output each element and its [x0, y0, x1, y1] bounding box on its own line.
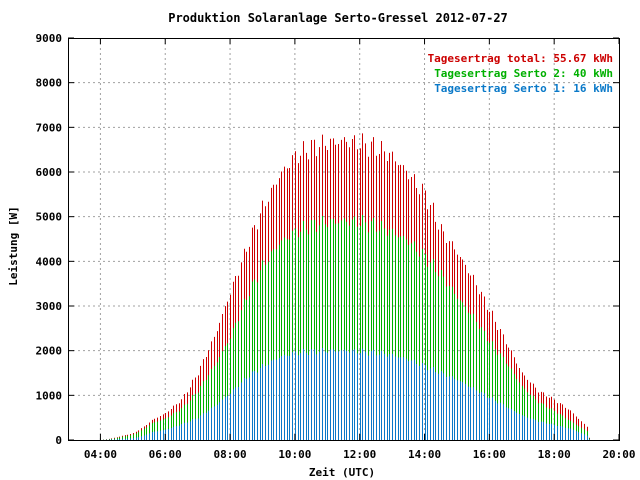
y-tick-label: 4000 [36, 255, 63, 268]
x-tick-label: 16:00 [473, 448, 506, 461]
y-tick-label: 1000 [36, 389, 63, 402]
grid-lines [68, 38, 619, 440]
x-tick-label: 20:00 [602, 448, 635, 461]
x-tick-label: 04:00 [84, 448, 117, 461]
y-tick-label: 5000 [36, 211, 63, 224]
x-tick-label: 18:00 [538, 448, 571, 461]
x-tick-label: 06:00 [149, 448, 182, 461]
plot-frame [68, 38, 620, 441]
axis-ticks: 0 1000 2000 3000 4000 5000 6000 7000 8000 9000 04:… [36, 32, 636, 461]
legend-entry: Tagesertrag Serto 2: 40 kWh [434, 67, 613, 80]
x-axis-label: Zeit (UTC) [309, 466, 375, 479]
x-tick-label: 08:00 [213, 448, 246, 461]
legend-entry: Tagesertrag Serto 1: 16 kWh [434, 82, 613, 95]
x-tick-label: 14:00 [408, 448, 441, 461]
legend: Tagesertrag total: 55.67 kWh Tagesertrag … [428, 52, 613, 95]
y-tick-label: 2000 [36, 345, 63, 358]
y-tick-label: 8000 [36, 77, 63, 90]
x-tick-label: 10:00 [278, 448, 311, 461]
x-tick-label: 12:00 [343, 448, 376, 461]
y-tick-label: 3000 [36, 300, 63, 313]
y-axis-label: Leistung [W] [7, 206, 20, 285]
plot-frame-rect [68, 38, 620, 441]
y-tick-label: 6000 [36, 166, 63, 179]
y-tick-label: 9000 [36, 32, 63, 45]
y-tick-label: 0 [55, 434, 62, 447]
chart-title: Produktion Solaranlage Serto-Gressel 201… [168, 11, 508, 25]
y-tick-label: 7000 [36, 121, 63, 134]
legend-entry: Tagesertrag total: 55.67 kWh [428, 52, 613, 65]
bar-series-group [103, 133, 590, 440]
